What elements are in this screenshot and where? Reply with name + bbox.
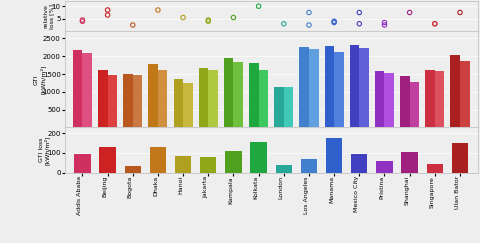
Bar: [435, 71, 444, 127]
Bar: [309, 49, 319, 127]
Point: [456, 10, 464, 14]
Bar: [125, 166, 141, 173]
Bar: [233, 62, 243, 127]
Bar: [400, 76, 409, 127]
Bar: [83, 53, 92, 127]
Bar: [425, 70, 435, 127]
Bar: [301, 159, 317, 173]
Bar: [300, 47, 309, 127]
Y-axis label: GTI
[kWh/m²]: GTI [kWh/m²]: [34, 65, 46, 94]
Bar: [73, 50, 83, 127]
Bar: [74, 154, 91, 173]
Point: [330, 19, 338, 23]
Bar: [351, 154, 368, 173]
Bar: [98, 70, 108, 127]
Bar: [334, 52, 344, 127]
Bar: [175, 156, 192, 173]
Point: [431, 22, 439, 26]
Bar: [401, 152, 418, 173]
Point: [104, 13, 111, 17]
Bar: [375, 71, 384, 127]
Bar: [409, 82, 419, 127]
Bar: [251, 142, 267, 173]
Bar: [199, 68, 208, 127]
Bar: [384, 73, 394, 127]
Point: [431, 22, 439, 26]
Point: [204, 18, 212, 22]
Bar: [276, 165, 292, 173]
Point: [305, 10, 313, 14]
Bar: [249, 63, 259, 127]
Point: [280, 22, 288, 26]
Bar: [350, 45, 360, 127]
Point: [305, 23, 313, 27]
Bar: [224, 58, 233, 127]
Bar: [183, 83, 192, 127]
Point: [406, 10, 413, 14]
Point: [255, 4, 263, 8]
Bar: [158, 70, 168, 127]
Point: [79, 19, 86, 23]
Bar: [460, 61, 469, 127]
Bar: [108, 75, 117, 127]
Point: [204, 19, 212, 23]
Bar: [376, 161, 393, 173]
Point: [79, 18, 86, 22]
Bar: [133, 75, 143, 127]
Point: [381, 21, 388, 25]
Point: [129, 23, 137, 27]
Bar: [452, 143, 468, 173]
Bar: [200, 157, 216, 173]
Point: [330, 21, 338, 25]
Bar: [274, 87, 284, 127]
Bar: [360, 48, 369, 127]
Bar: [123, 74, 133, 127]
Bar: [99, 147, 116, 173]
Point: [381, 23, 388, 27]
Point: [154, 8, 162, 12]
Bar: [148, 64, 158, 127]
Bar: [259, 70, 268, 127]
Y-axis label: GTI loss
[kWh/m²]: GTI loss [kWh/m²]: [38, 135, 50, 165]
Point: [356, 22, 363, 26]
Point: [356, 10, 363, 14]
Bar: [326, 138, 342, 173]
Bar: [284, 87, 293, 127]
Point: [229, 16, 237, 19]
Point: [179, 16, 187, 19]
Y-axis label: relative
loss [%]: relative loss [%]: [44, 4, 54, 29]
Bar: [427, 164, 443, 173]
Bar: [150, 147, 166, 173]
Bar: [174, 79, 183, 127]
Bar: [450, 55, 460, 127]
Bar: [324, 46, 334, 127]
Bar: [225, 151, 241, 173]
Point: [104, 8, 111, 12]
Bar: [208, 70, 218, 127]
